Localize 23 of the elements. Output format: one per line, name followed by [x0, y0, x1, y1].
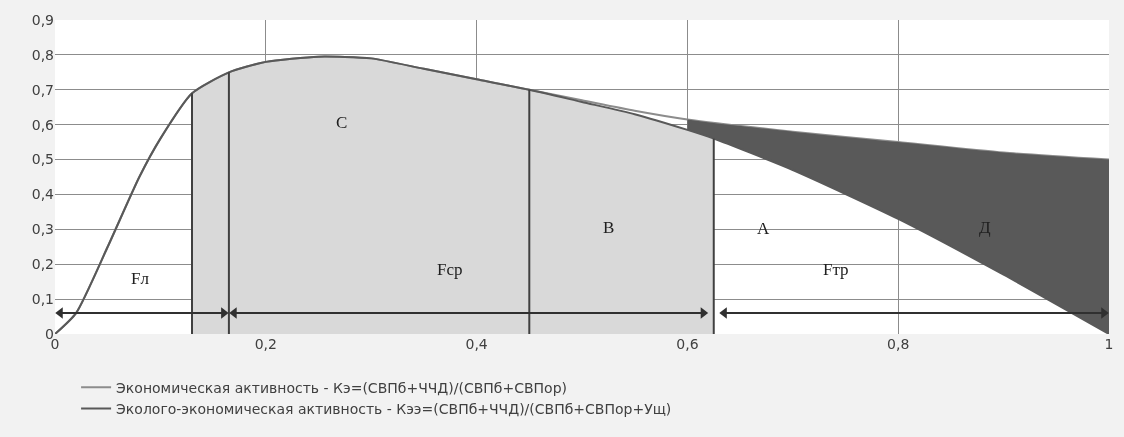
- annotation: Fср: [437, 260, 463, 279]
- annotation: А: [757, 219, 770, 238]
- annotation: В: [603, 218, 615, 237]
- y-tick-label: 0,2: [31, 256, 54, 273]
- y-tick-label: 0,6: [31, 116, 55, 133]
- annotation: Fтр: [823, 260, 849, 279]
- x-tick-label: 0,6: [676, 336, 699, 352]
- legend-label: Эколого-экономическая активность - Кээ=(СВПб+ЧЧД)/(СВПб+СВПор+Ущ): [116, 400, 672, 417]
- x-tick-label: 0,2: [254, 336, 277, 352]
- annotation: Fл: [131, 269, 150, 288]
- annotation: Д: [979, 218, 991, 237]
- annotation: С: [336, 113, 348, 132]
- legend-label: Экономическая активность - Кэ=(СВПб+ЧЧД)/(СВПб+СВПор): [116, 379, 568, 396]
- x-tick-label: 0,8: [887, 336, 910, 352]
- y-tick-label: 0,4: [31, 186, 55, 203]
- y-tick-label: 0,1: [31, 291, 54, 308]
- y-tick-label: 0,9: [31, 11, 54, 28]
- x-tick-label: 1: [1104, 336, 1114, 352]
- y-tick-label: 0,5: [31, 151, 54, 168]
- y-tick-label: 0,7: [31, 81, 54, 98]
- x-tick-label: 0,4: [465, 336, 488, 352]
- y-tick-label: 0,3: [31, 221, 54, 238]
- y-tick-label: 0,8: [31, 46, 54, 63]
